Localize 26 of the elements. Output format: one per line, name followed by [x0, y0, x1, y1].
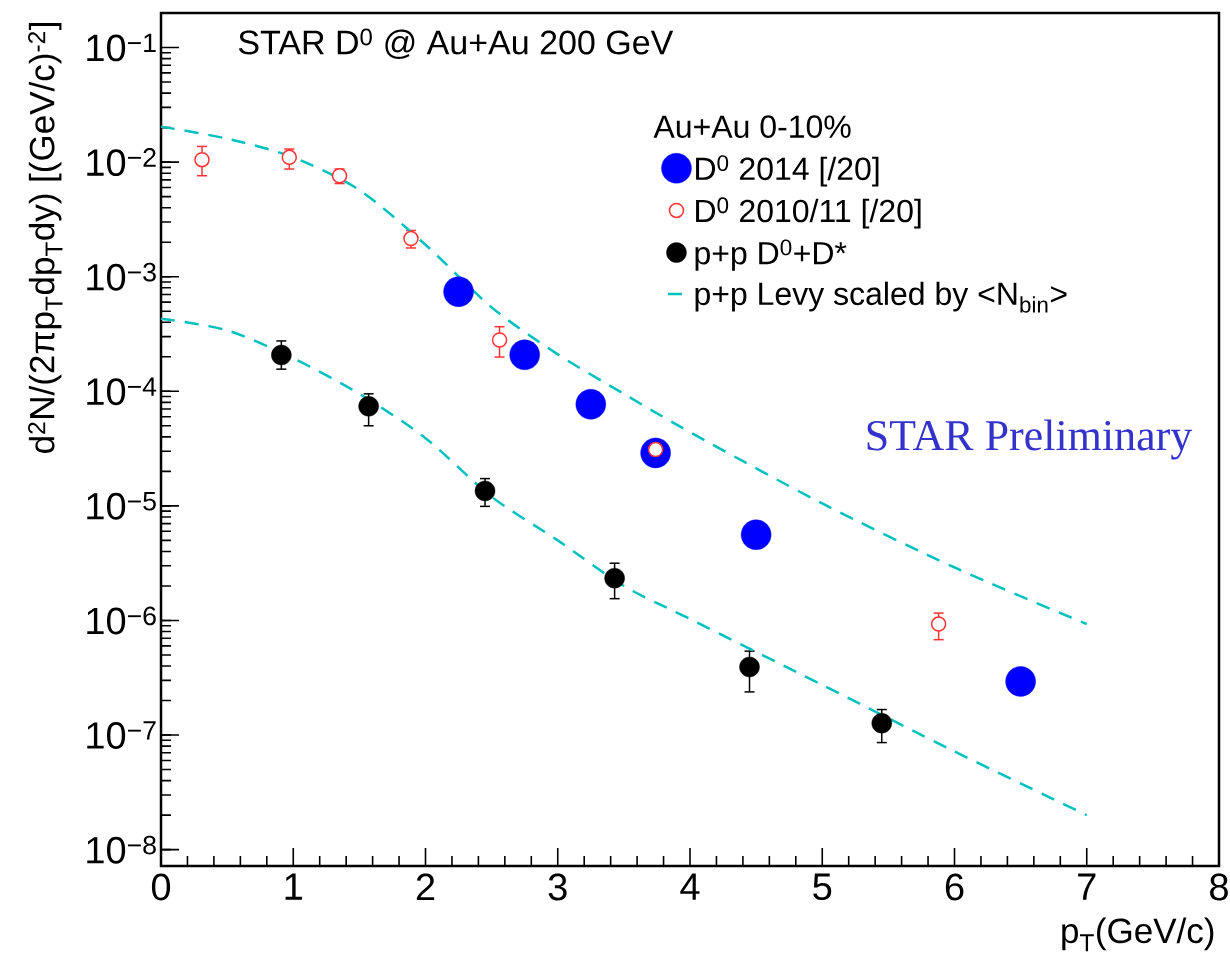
- x-tick-label: 8: [1210, 873, 1228, 901]
- x-tick-label: 6: [945, 873, 964, 901]
- y-tick-label: 10$^{−6}$: [87, 606, 156, 635]
- y-tick-label: 10$^{−1}$: [87, 33, 156, 62]
- legend-label: p+p D$^{0}$+D*: [695, 239, 847, 271]
- x-tick-label: 5: [813, 873, 832, 901]
- annotation: STAR Preliminary: [867, 419, 1193, 460]
- y-tick-label: 10$^{−5}$: [87, 492, 156, 520]
- annotation: STAR D$^{0}$ @ Au+Au 200 GeV: [238, 28, 674, 59]
- x-tick-label: 0: [151, 873, 171, 901]
- x-axis-title: p$_{T}$(GeV/c): [1062, 917, 1214, 952]
- y-tick-label: 10$^{−4}$: [87, 377, 157, 406]
- x-tick-label: 4: [680, 873, 700, 900]
- text: d$^{2}$N/(2πp$_{T}$dp$_{T}$dy) [(GeV/c)$^{-2}$]: [28, 23, 63, 453]
- legend-label: D$^{0}$ 2014 [/20]: [696, 155, 879, 187]
- y-tick-label: 10$^{−7}$: [87, 721, 156, 749]
- legend-label: p+p Levy scaled by <N$_{bin}$>: [695, 281, 1067, 313]
- y-tick-label: 10$^{−2}$: [87, 148, 156, 177]
- x-tick-label: 3: [548, 873, 567, 901]
- legend-title: Au+Au 0-10%: [653, 115, 851, 138]
- y-tick-label: 10$^{−8}$: [87, 835, 156, 864]
- x-tick-label: 2: [416, 873, 435, 901]
- legend-label: D$^{0}$ 2010/11 [/20]: [696, 197, 921, 229]
- x-tick-label: 7: [1078, 873, 1096, 900]
- y-tick-label: 10$^{−3}$: [87, 262, 156, 291]
- x-tick-label: 1: [285, 873, 302, 900]
